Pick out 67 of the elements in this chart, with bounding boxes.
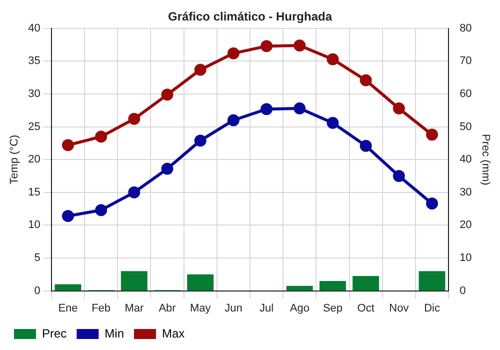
y2-tick-label: 30 xyxy=(460,186,472,198)
y2-tick-label: 70 xyxy=(460,55,472,68)
point xyxy=(294,39,306,52)
y-tick-label: 20 xyxy=(28,154,40,166)
y-tick-label: 0 xyxy=(34,284,40,297)
legend-label: Prec xyxy=(42,326,67,340)
point xyxy=(62,210,74,222)
bar xyxy=(418,271,446,291)
point xyxy=(326,116,339,129)
x-tick-label: May xyxy=(190,302,212,314)
point xyxy=(360,140,372,152)
x-tick-label: Oct xyxy=(357,302,374,314)
y-tick-label: 5 xyxy=(34,252,40,264)
point xyxy=(128,112,140,125)
bar xyxy=(352,276,380,291)
point xyxy=(294,102,306,114)
bar xyxy=(120,271,148,291)
x-tick-label: Ene xyxy=(58,302,78,314)
x-tick-label: Jun xyxy=(224,302,242,314)
point xyxy=(161,162,174,175)
y-tick-label: 35 xyxy=(28,55,40,68)
bar xyxy=(286,286,313,291)
y2-tick-label: 80 xyxy=(460,22,472,34)
y2-tick-label: 60 xyxy=(460,88,472,100)
point xyxy=(161,88,174,101)
x-tick-label: Nov xyxy=(389,302,410,314)
point xyxy=(426,198,438,210)
x-tick-label: Abr xyxy=(158,302,176,314)
point xyxy=(227,47,240,60)
y-tick-label: 10 xyxy=(28,219,40,232)
point xyxy=(128,186,140,198)
x-tick-label: Mar xyxy=(124,302,144,314)
point xyxy=(227,114,240,126)
y2-tick-label: 40 xyxy=(460,154,472,166)
bar xyxy=(320,280,346,291)
point xyxy=(392,170,405,182)
chart-title: Gráfico climático - Hurghada xyxy=(168,10,332,24)
point xyxy=(360,74,372,86)
legend-label: Max xyxy=(162,326,185,340)
point xyxy=(95,130,108,143)
point xyxy=(260,40,273,52)
point xyxy=(260,103,273,116)
point xyxy=(194,134,206,147)
y2-axis-title: Prec (mm) xyxy=(479,134,492,186)
x-tick-label: Jul xyxy=(260,302,274,314)
y2-tick-label: 50 xyxy=(460,120,472,133)
y2-tick-label: 10 xyxy=(460,252,472,264)
bar xyxy=(54,284,82,291)
y-tick-label: 40 xyxy=(28,22,40,34)
x-tick-label: Ago xyxy=(290,302,310,314)
point xyxy=(95,204,108,216)
point xyxy=(326,53,339,66)
point xyxy=(194,64,206,76)
point xyxy=(392,102,405,114)
y-axis-title: Temp (°C) xyxy=(8,134,21,184)
x-tick-label: Dic xyxy=(424,302,440,314)
y2-tick-label: 20 xyxy=(460,219,472,232)
y2-tick-label: 0 xyxy=(460,284,466,297)
point xyxy=(426,128,438,141)
bar xyxy=(187,274,214,291)
y-tick-label: 25 xyxy=(28,120,40,133)
x-tick-label: Feb xyxy=(92,302,111,314)
y-tick-label: 15 xyxy=(28,186,40,198)
point xyxy=(62,139,74,152)
y-tick-label: 30 xyxy=(28,88,40,100)
legend-label: Min xyxy=(104,326,124,340)
x-tick-label: Sep xyxy=(322,302,343,314)
